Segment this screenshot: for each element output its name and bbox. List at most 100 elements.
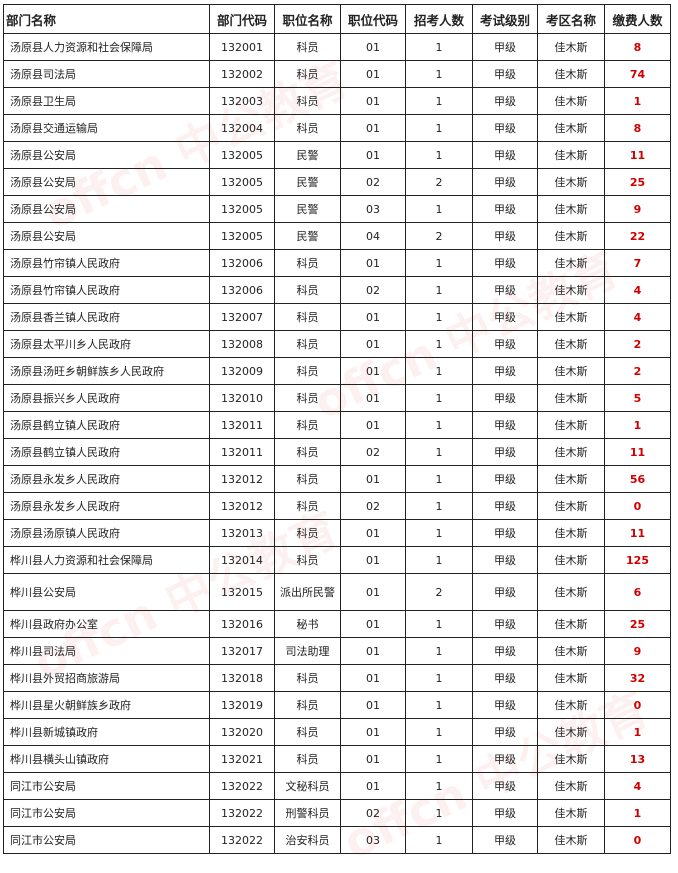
cell-exam-area: 佳木斯 bbox=[537, 195, 605, 223]
cell-paid-count: 13 bbox=[604, 745, 671, 773]
cell-position-code: 01 bbox=[340, 384, 406, 412]
cell-paid-count: 1 bbox=[604, 799, 671, 827]
cell-hire-count: 1 bbox=[405, 546, 473, 574]
cell-position-name: 治安科员 bbox=[274, 826, 341, 854]
cell-dept-name: 桦川县外贸招商旅游局 bbox=[3, 664, 210, 692]
table-row: 桦川县外贸招商旅游局 132018 科员 01 1 甲级 佳木斯 32 bbox=[3, 664, 671, 692]
table-row: 汤原县竹帘镇人民政府 132006 科员 01 1 甲级 佳木斯 7 bbox=[3, 249, 671, 277]
cell-exam-level: 甲级 bbox=[472, 303, 538, 331]
cell-hire-count: 1 bbox=[405, 772, 473, 800]
cell-position-code: 01 bbox=[340, 330, 406, 358]
cell-exam-area: 佳木斯 bbox=[537, 114, 605, 142]
cell-dept-code: 132021 bbox=[209, 745, 275, 773]
cell-position-code: 02 bbox=[340, 438, 406, 466]
table-row: 同江市公安局 132022 治安科员 03 1 甲级 佳木斯 0 bbox=[3, 826, 671, 854]
cell-paid-count: 0 bbox=[604, 826, 671, 854]
cell-dept-code: 132005 bbox=[209, 141, 275, 169]
header-position-code: 职位代码 bbox=[340, 4, 406, 34]
cell-hire-count: 1 bbox=[405, 664, 473, 692]
cell-hire-count: 1 bbox=[405, 195, 473, 223]
cell-dept-code: 132011 bbox=[209, 438, 275, 466]
cell-position-code: 01 bbox=[340, 637, 406, 665]
cell-hire-count: 1 bbox=[405, 141, 473, 169]
cell-position-code: 01 bbox=[340, 519, 406, 547]
cell-paid-count: 32 bbox=[604, 664, 671, 692]
cell-exam-level: 甲级 bbox=[472, 141, 538, 169]
cell-exam-area: 佳木斯 bbox=[537, 168, 605, 196]
cell-paid-count: 8 bbox=[604, 114, 671, 142]
cell-position-code: 01 bbox=[340, 772, 406, 800]
cell-exam-area: 佳木斯 bbox=[537, 438, 605, 466]
cell-dept-code: 132005 bbox=[209, 168, 275, 196]
cell-dept-name: 桦川县人力资源和社会保障局 bbox=[3, 546, 210, 574]
table-row: 桦川县司法局 132017 司法助理 01 1 甲级 佳木斯 9 bbox=[3, 637, 671, 665]
cell-dept-code: 132005 bbox=[209, 222, 275, 250]
cell-position-code: 02 bbox=[340, 492, 406, 520]
table-row: 桦川县人力资源和社会保障局 132014 科员 01 1 甲级 佳木斯 125 bbox=[3, 546, 671, 574]
cell-dept-name: 汤原县卫生局 bbox=[3, 87, 210, 115]
cell-paid-count: 11 bbox=[604, 141, 671, 169]
cell-paid-count: 56 bbox=[604, 465, 671, 493]
cell-position-name: 科员 bbox=[274, 330, 341, 358]
cell-paid-count: 2 bbox=[604, 330, 671, 358]
header-exam-area: 考区名称 bbox=[537, 4, 605, 34]
table-row: 汤原县香兰镇人民政府 132007 科员 01 1 甲级 佳木斯 4 bbox=[3, 303, 671, 331]
header-row: 部门名称 部门代码 职位名称 职位代码 招考人数 考试级别 考区名称 缴费人数 bbox=[3, 4, 671, 34]
cell-paid-count: 1 bbox=[604, 718, 671, 746]
table-row: 汤原县永发乡人民政府 132012 科员 02 1 甲级 佳木斯 0 bbox=[3, 492, 671, 520]
table-row: 汤原县交通运输局 132004 科员 01 1 甲级 佳木斯 8 bbox=[3, 114, 671, 142]
cell-exam-level: 甲级 bbox=[472, 195, 538, 223]
cell-hire-count: 1 bbox=[405, 384, 473, 412]
cell-exam-level: 甲级 bbox=[472, 222, 538, 250]
cell-dept-code: 132022 bbox=[209, 772, 275, 800]
cell-dept-name: 汤原县竹帘镇人民政府 bbox=[3, 249, 210, 277]
cell-paid-count: 4 bbox=[604, 772, 671, 800]
cell-dept-name: 桦川县司法局 bbox=[3, 637, 210, 665]
table-row: 桦川县横头山镇政府 132021 科员 01 1 甲级 佳木斯 13 bbox=[3, 745, 671, 773]
cell-position-code: 01 bbox=[340, 249, 406, 277]
cell-position-code: 02 bbox=[340, 168, 406, 196]
cell-hire-count: 1 bbox=[405, 276, 473, 304]
cell-paid-count: 11 bbox=[604, 438, 671, 466]
recruitment-table: 部门名称 部门代码 职位名称 职位代码 招考人数 考试级别 考区名称 缴费人数 … bbox=[3, 4, 671, 854]
header-dept-code: 部门代码 bbox=[209, 4, 275, 34]
cell-exam-area: 佳木斯 bbox=[537, 276, 605, 304]
cell-hire-count: 1 bbox=[405, 33, 473, 61]
cell-position-code: 01 bbox=[340, 87, 406, 115]
cell-exam-area: 佳木斯 bbox=[537, 718, 605, 746]
cell-dept-name: 桦川县公安局 bbox=[3, 573, 210, 611]
cell-dept-code: 132019 bbox=[209, 691, 275, 719]
cell-position-name: 科员 bbox=[274, 691, 341, 719]
cell-exam-area: 佳木斯 bbox=[537, 519, 605, 547]
cell-exam-level: 甲级 bbox=[472, 276, 538, 304]
cell-dept-name: 桦川县横头山镇政府 bbox=[3, 745, 210, 773]
cell-position-name: 民警 bbox=[274, 195, 341, 223]
cell-exam-area: 佳木斯 bbox=[537, 745, 605, 773]
cell-dept-name: 汤原县香兰镇人民政府 bbox=[3, 303, 210, 331]
cell-position-code: 01 bbox=[340, 33, 406, 61]
cell-dept-code: 132013 bbox=[209, 519, 275, 547]
table-row: 桦川县政府办公室 132016 秘书 01 1 甲级 佳木斯 25 bbox=[3, 610, 671, 638]
cell-position-code: 01 bbox=[340, 357, 406, 385]
cell-position-name: 民警 bbox=[274, 168, 341, 196]
cell-hire-count: 1 bbox=[405, 799, 473, 827]
cell-exam-level: 甲级 bbox=[472, 492, 538, 520]
table-row: 汤原县永发乡人民政府 132012 科员 01 1 甲级 佳木斯 56 bbox=[3, 465, 671, 493]
cell-position-name: 科员 bbox=[274, 664, 341, 692]
cell-paid-count: 0 bbox=[604, 492, 671, 520]
cell-exam-level: 甲级 bbox=[472, 546, 538, 574]
cell-paid-count: 6 bbox=[604, 573, 671, 611]
cell-dept-code: 132001 bbox=[209, 33, 275, 61]
cell-position-name: 科员 bbox=[274, 519, 341, 547]
cell-paid-count: 1 bbox=[604, 87, 671, 115]
cell-exam-level: 甲级 bbox=[472, 249, 538, 277]
cell-position-code: 01 bbox=[340, 573, 406, 611]
cell-paid-count: 22 bbox=[604, 222, 671, 250]
cell-paid-count: 11 bbox=[604, 519, 671, 547]
cell-dept-name: 桦川县星火朝鲜族乡政府 bbox=[3, 691, 210, 719]
cell-position-name: 文秘科员 bbox=[274, 772, 341, 800]
cell-position-name: 刑警科员 bbox=[274, 799, 341, 827]
cell-hire-count: 1 bbox=[405, 492, 473, 520]
cell-dept-code: 132006 bbox=[209, 276, 275, 304]
cell-hire-count: 1 bbox=[405, 438, 473, 466]
